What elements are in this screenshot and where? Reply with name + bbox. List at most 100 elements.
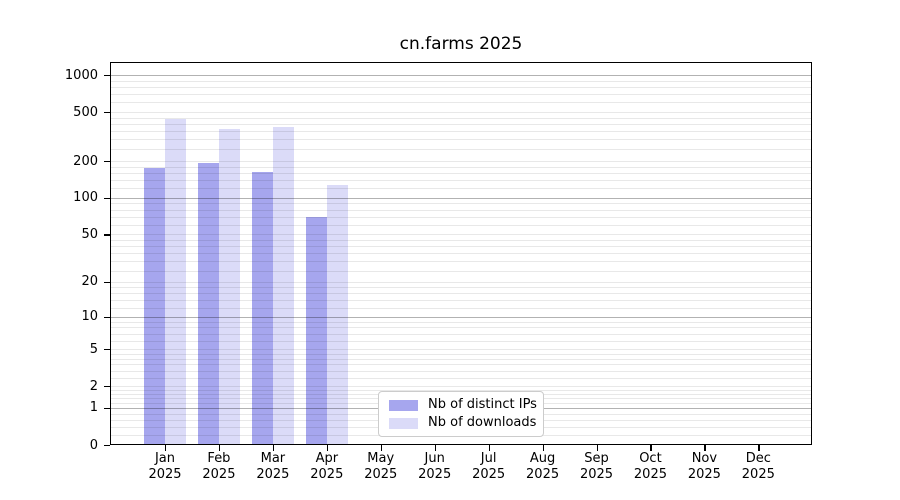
y-gridline-minor <box>110 386 812 388</box>
x-tick-mark <box>596 445 598 451</box>
y-tick-mark <box>104 386 110 388</box>
y-tick-mark <box>104 234 110 236</box>
y-gridline-minor <box>110 253 812 255</box>
x-tick-label: Dec 2025 <box>741 451 775 482</box>
y-gridline-minor <box>110 287 812 289</box>
y-gridline-minor <box>110 327 812 329</box>
y-tick-label: 5 <box>89 341 98 357</box>
legend-swatch-downloads <box>389 417 418 429</box>
y-tick-label: 0 <box>89 437 98 453</box>
y-gridline-minor <box>110 307 812 309</box>
y-gridline-minor <box>110 224 812 226</box>
y-gridline-minor <box>110 94 812 96</box>
y-tick-mark <box>104 161 110 163</box>
y-gridline-minor <box>110 293 812 295</box>
bar-nb-of-distinct-ips-mar <box>251 171 273 445</box>
y-tick-mark <box>104 349 110 351</box>
y-tick-label: 50 <box>81 226 98 242</box>
y-tick-label: 100 <box>73 190 98 206</box>
y-tick-mark <box>104 281 110 284</box>
y-gridline-minor <box>110 353 812 355</box>
x-tick-mark <box>218 445 221 451</box>
legend-entry-downloads: Nb of downloads <box>389 416 543 430</box>
y-tick-mark <box>104 112 110 114</box>
y-gridline-minor <box>110 161 812 162</box>
plot-area <box>110 62 812 445</box>
y-gridline-minor <box>110 333 812 335</box>
y-gridline-minor <box>110 172 812 174</box>
y-tick-mark <box>104 407 110 410</box>
y-tick-label: 20 <box>81 274 98 290</box>
y-gridline-minor <box>110 139 812 141</box>
y-tick-mark <box>104 316 110 318</box>
y-tick-mark <box>104 445 110 447</box>
x-tick-label: Jan 2025 <box>148 451 182 482</box>
y-tick-label: 1 <box>89 400 98 416</box>
y-gridline-minor <box>110 299 812 301</box>
y-gridline-minor <box>110 86 812 88</box>
y-gridline-minor <box>110 389 812 391</box>
legend-entry-distinct-ips: Nb of distinct IPs <box>389 398 543 412</box>
y-gridline-minor <box>110 364 812 366</box>
legend-swatch-distinct-ips <box>389 399 418 411</box>
bar-nb-of-downloads-apr <box>326 184 348 445</box>
y-tick-mark <box>104 197 110 200</box>
y-gridline-minor <box>110 166 812 168</box>
x-tick-label: Apr 2025 <box>310 451 344 482</box>
y-tick-label: 500 <box>73 104 98 120</box>
chart-title: cn.farms 2025 <box>399 34 523 54</box>
x-tick-mark <box>704 445 706 451</box>
y-gridline-minor <box>110 234 812 236</box>
y-gridline-minor <box>110 112 812 114</box>
x-tick-label: Oct 2025 <box>633 451 667 482</box>
y-gridline-minor <box>110 370 812 372</box>
legend-label-downloads: Nb of downloads <box>428 415 537 430</box>
x-tick-label: May 2025 <box>364 451 398 482</box>
y-gridline-major <box>110 316 812 318</box>
x-tick-label: Mar 2025 <box>256 451 290 482</box>
y-gridline-minor <box>110 239 812 241</box>
y-gridline-minor <box>110 203 812 205</box>
y-gridline-minor <box>110 102 812 104</box>
y-gridline-minor <box>110 261 812 263</box>
y-gridline-minor <box>110 340 812 342</box>
y-tick-label: 10 <box>81 309 98 325</box>
bar-nb-of-distinct-ips-apr <box>305 217 327 445</box>
y-gridline-minor <box>110 124 812 126</box>
x-tick-mark <box>380 445 382 451</box>
x-tick-mark <box>650 445 652 451</box>
bar-nb-of-distinct-ips-jan <box>144 167 165 445</box>
y-tick-label: 200 <box>73 153 98 169</box>
y-gridline-minor <box>110 149 812 151</box>
y-gridline-minor <box>110 209 812 211</box>
bar-nb-of-downloads-jan <box>165 118 186 445</box>
y-gridline-minor <box>110 117 812 119</box>
x-tick-mark <box>542 445 544 451</box>
x-tick-label: Aug 2025 <box>526 451 560 482</box>
y-tick-mark <box>104 75 110 77</box>
x-tick-mark <box>758 445 760 451</box>
x-tick-mark <box>434 445 436 451</box>
y-gridline-minor <box>110 281 812 283</box>
y-gridline-minor <box>110 377 812 379</box>
bar-nb-of-distinct-ips-feb <box>197 163 219 445</box>
y-gridline-minor <box>110 188 812 190</box>
x-tick-label: Jun 2025 <box>418 451 452 482</box>
y-gridline-minor <box>110 349 812 351</box>
y-gridline-minor <box>110 80 812 82</box>
y-gridline-minor <box>110 246 812 248</box>
legend: Nb of distinct IPs Nb of downloads <box>378 391 544 437</box>
y-tick-label: 1000 <box>64 67 98 83</box>
x-tick-label: Feb 2025 <box>202 451 236 482</box>
legend-label-distinct-ips: Nb of distinct IPs <box>428 397 537 412</box>
x-tick-label: Nov 2025 <box>687 451 721 482</box>
y-gridline-minor <box>110 179 812 181</box>
x-tick-label: Sep 2025 <box>579 451 614 482</box>
x-tick-mark <box>326 445 328 451</box>
x-tick-label: Jul 2025 <box>472 451 506 482</box>
x-tick-mark <box>488 445 490 451</box>
bar-nb-of-downloads-feb <box>218 128 240 445</box>
y-gridline-minor <box>110 270 812 272</box>
y-gridline-major <box>110 197 812 199</box>
